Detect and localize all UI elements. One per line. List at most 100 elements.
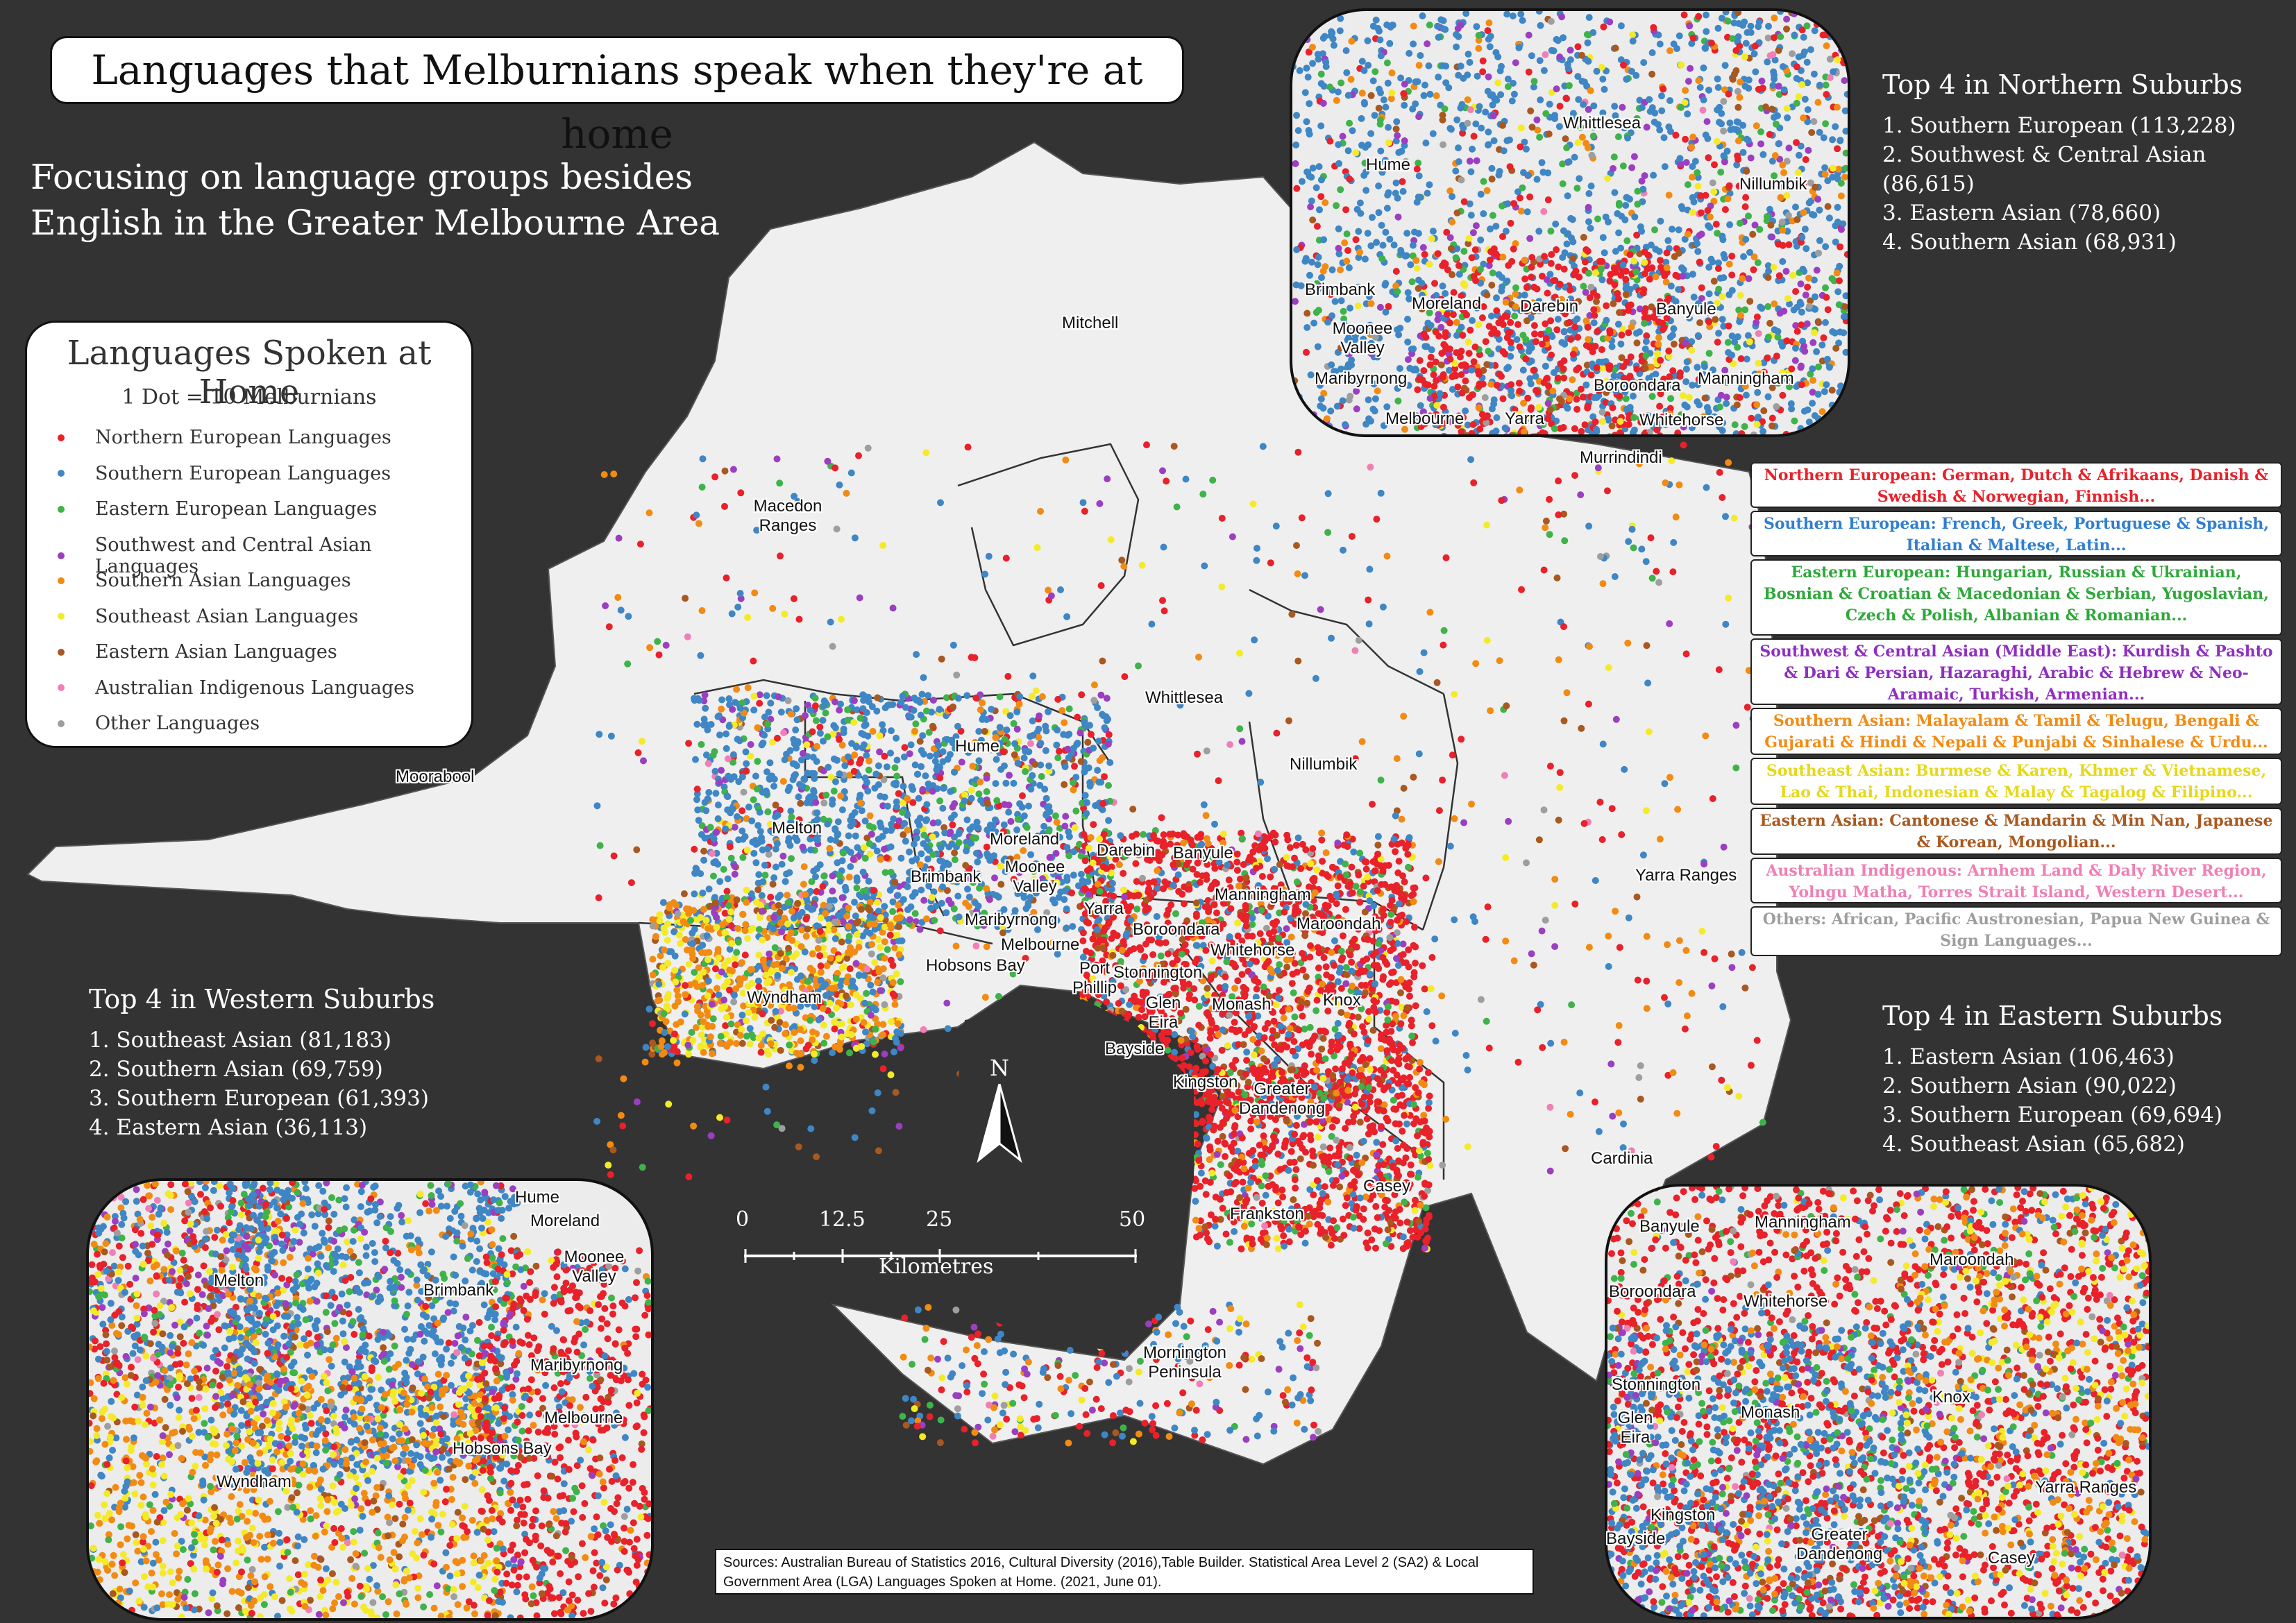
population-dot [624, 660, 632, 668]
population-dot [787, 711, 795, 718]
population-dot [1377, 776, 1385, 784]
population-dot [1064, 745, 1072, 753]
population-dot [949, 877, 956, 885]
population-dot [782, 1030, 789, 1037]
population-dot [1406, 834, 1413, 842]
population-dot [825, 903, 833, 910]
population-dot [1042, 747, 1049, 754]
population-dot [747, 752, 754, 760]
population-dot [737, 489, 745, 497]
population-dot [778, 1125, 786, 1132]
population-dot [804, 1001, 811, 1008]
population-dot [1539, 1044, 1546, 1051]
population-dot [839, 908, 847, 915]
population-dot [922, 449, 930, 457]
population-dot [1162, 939, 1170, 946]
population-dot [1250, 1001, 1258, 1009]
population-dot [1412, 943, 1419, 951]
population-dot [1008, 835, 1015, 842]
population-dot [790, 915, 797, 921]
population-dot [646, 644, 654, 652]
population-dot [812, 799, 820, 806]
population-dot [1302, 973, 1310, 980]
population-dot [825, 927, 832, 935]
population-dot [1289, 863, 1297, 871]
population-dot [1412, 1002, 1419, 1010]
population-dot [790, 1004, 797, 1012]
population-dot [658, 1037, 666, 1044]
population-dot [938, 899, 945, 907]
population-dot [925, 882, 933, 890]
population-dot [1090, 745, 1097, 752]
population-dot [1056, 869, 1064, 876]
population-dot [929, 851, 937, 858]
population-dot [816, 861, 824, 869]
population-dot [1055, 894, 1063, 901]
population-dot [1298, 514, 1306, 522]
population-dot [1275, 987, 1283, 994]
population-dot [1045, 762, 1053, 770]
population-dot [1229, 993, 1235, 1001]
population-dot [868, 941, 876, 948]
population-dot [952, 942, 960, 950]
population-dot [1421, 985, 1428, 993]
population-dot [1551, 943, 1559, 951]
population-dot [866, 757, 873, 765]
population-dot [1070, 872, 1077, 879]
population-dot [1045, 828, 1053, 835]
population-dot [1642, 558, 1650, 566]
population-dot [1030, 876, 1038, 883]
population-dot [715, 991, 723, 999]
population-dot [1226, 1239, 1233, 1246]
population-dot [836, 1040, 844, 1048]
population-dot [1560, 510, 1568, 518]
population-dot [732, 699, 739, 706]
population-dot [847, 1001, 854, 1009]
population-dot [822, 791, 830, 799]
population-dot [702, 704, 709, 712]
population-dot [738, 773, 746, 781]
population-dot [787, 985, 795, 993]
population-dot [1053, 741, 1061, 749]
population-dot [929, 697, 937, 704]
population-dot [1016, 693, 1024, 700]
population-dot [1063, 924, 1070, 932]
population-dot [1477, 996, 1485, 1003]
population-dot [744, 935, 752, 942]
population-dot [1224, 1042, 1231, 1049]
population-dot [838, 615, 845, 623]
population-dot [1108, 935, 1115, 942]
population-dot [1010, 779, 1018, 787]
population-dot [780, 996, 788, 1003]
population-dot [1586, 643, 1593, 650]
population-dot [729, 706, 736, 713]
population-dot [1664, 1000, 1672, 1008]
population-dot [870, 1038, 877, 1046]
population-dot [729, 466, 737, 473]
population-dot [1238, 971, 1246, 978]
population-dot [834, 912, 842, 919]
population-dot [988, 745, 995, 753]
population-dot [881, 752, 888, 760]
population-dot [938, 655, 945, 663]
population-dot [708, 1001, 716, 1008]
population-dot [1025, 748, 1033, 756]
population-dot [859, 691, 867, 699]
population-dot [910, 840, 918, 848]
population-dot [1401, 878, 1408, 885]
population-dot [738, 827, 746, 835]
population-dot [895, 1123, 903, 1130]
population-dot [799, 783, 807, 790]
population-dot [698, 607, 706, 614]
population-dot [813, 742, 820, 750]
population-dot [939, 804, 947, 812]
population-dot [1722, 513, 1729, 520]
population-dot [1054, 695, 1062, 703]
population-dot [1394, 962, 1402, 969]
population-dot [974, 910, 981, 918]
population-dot [748, 1031, 755, 1038]
population-dot [1160, 543, 1167, 551]
population-dot [836, 877, 844, 885]
population-dot [953, 671, 961, 679]
population-dot [1239, 835, 1246, 842]
